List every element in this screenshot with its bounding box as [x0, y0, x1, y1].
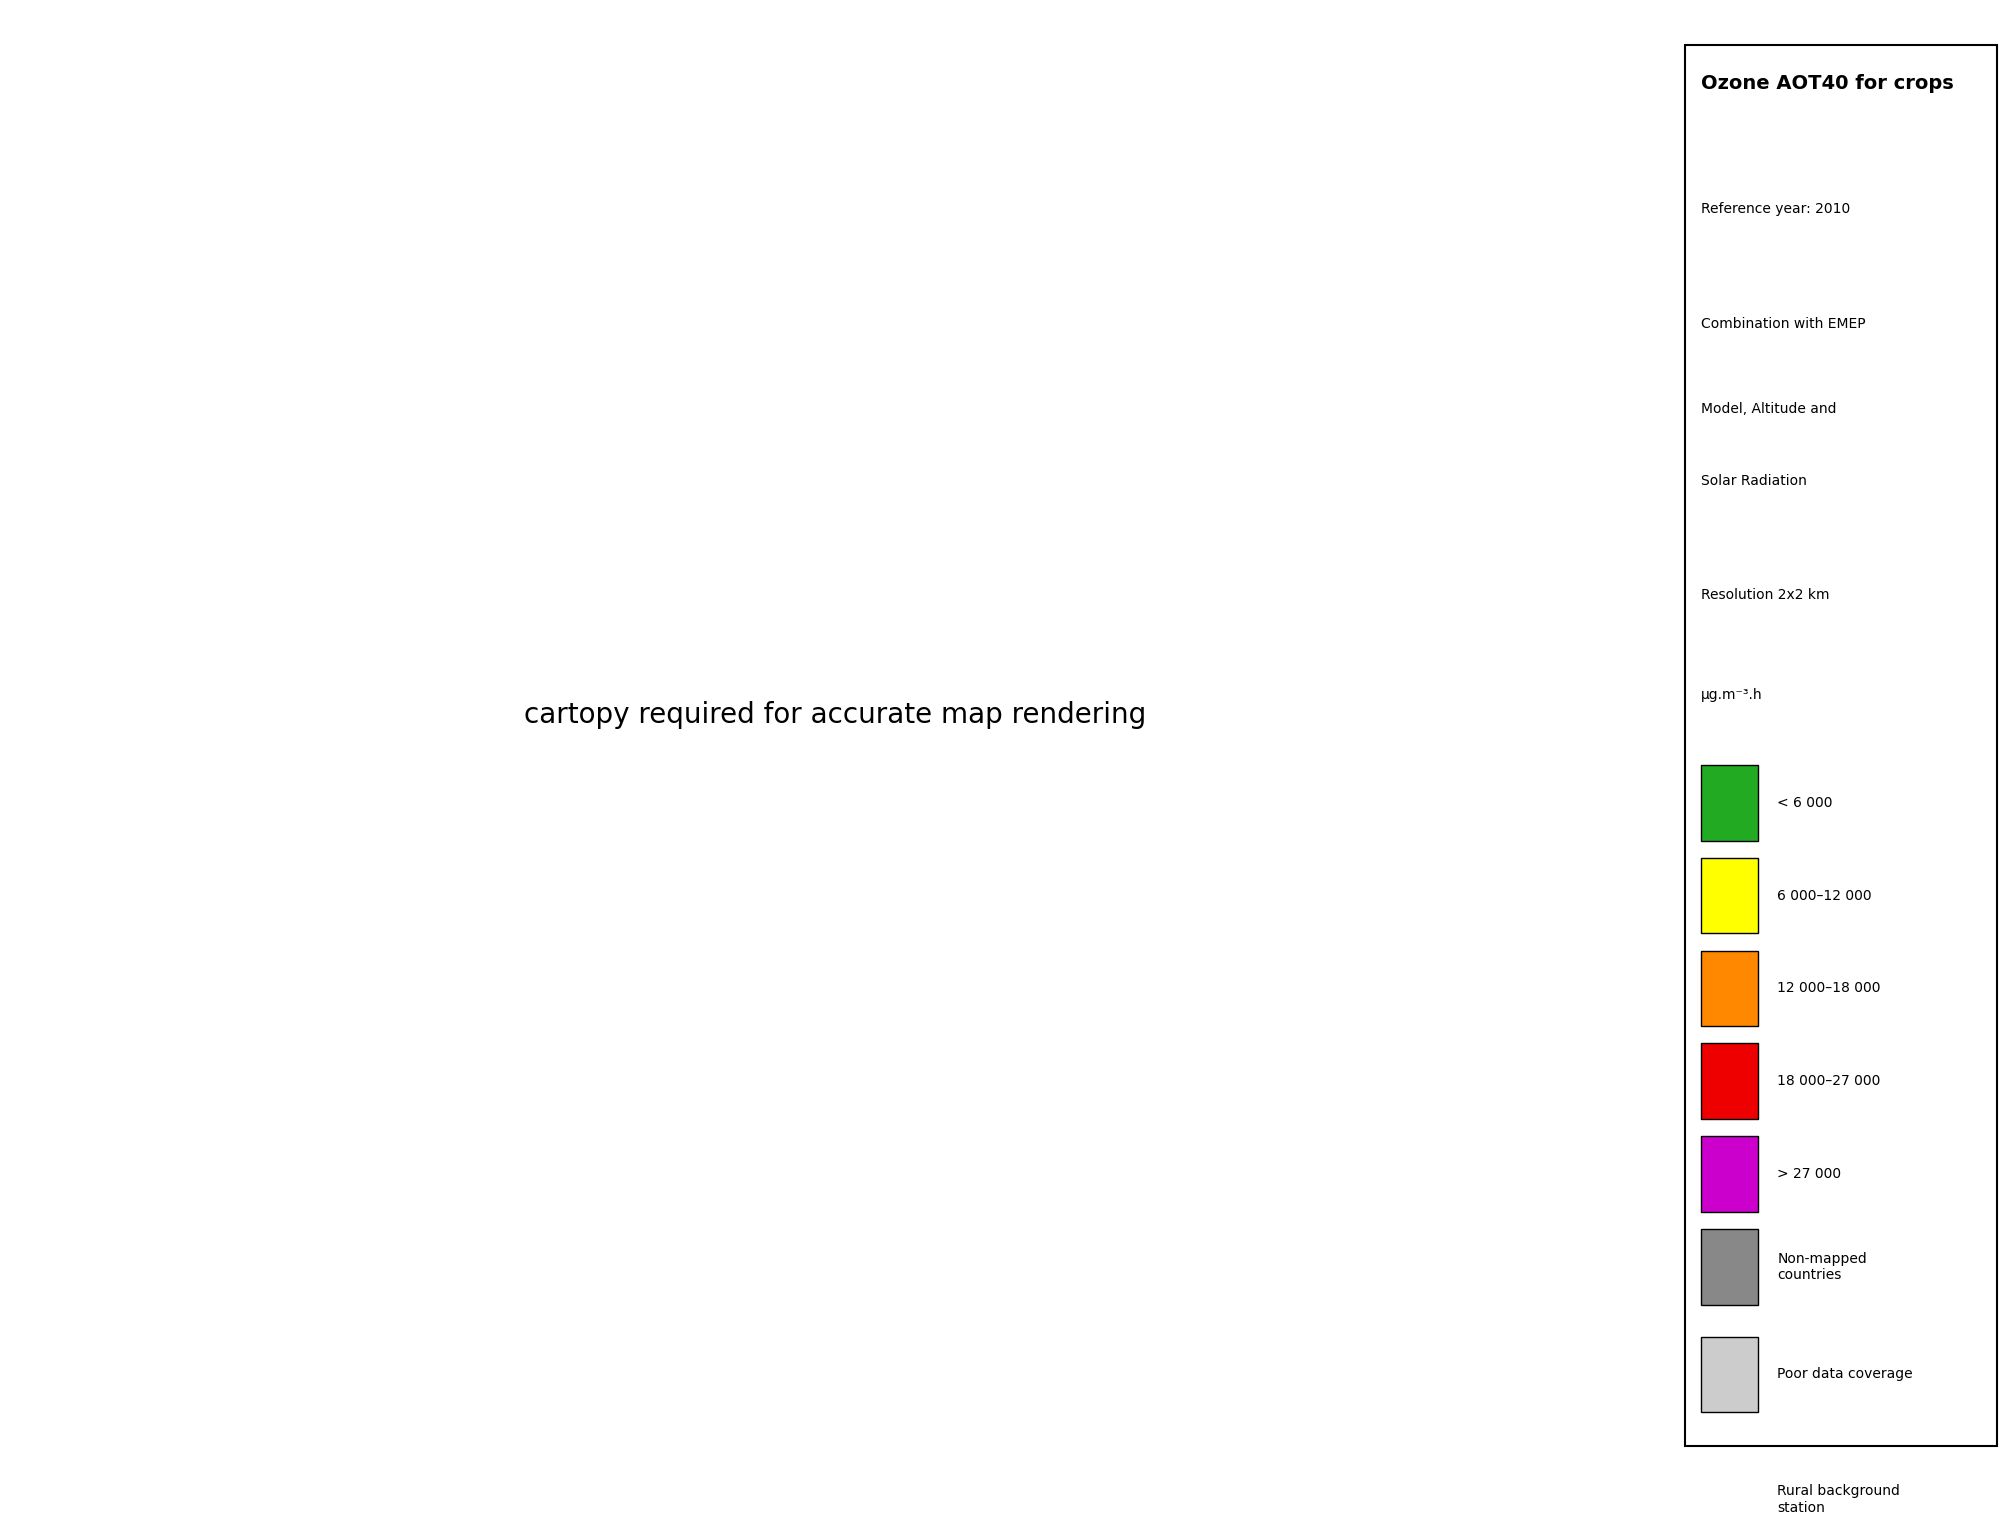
Text: Reference year: 2010: Reference year: 2010 — [1700, 203, 1851, 217]
Text: Combination with EMEP: Combination with EMEP — [1700, 317, 1865, 330]
Text: Resolution 2x2 km: Resolution 2x2 km — [1700, 589, 1829, 603]
Text: < 6 000: < 6 000 — [1777, 796, 1833, 810]
Text: Solar Radiation: Solar Radiation — [1700, 473, 1807, 487]
FancyBboxPatch shape — [1700, 765, 1758, 841]
Text: cartopy required for accurate map rendering: cartopy required for accurate map render… — [523, 701, 1147, 729]
FancyBboxPatch shape — [1700, 950, 1758, 1027]
Text: 18 000–27 000: 18 000–27 000 — [1777, 1074, 1881, 1088]
FancyBboxPatch shape — [1686, 45, 1996, 1446]
Text: μg.m⁻³.h: μg.m⁻³.h — [1700, 689, 1763, 702]
FancyBboxPatch shape — [1700, 1230, 1758, 1305]
Text: Model, Altitude and: Model, Altitude and — [1700, 403, 1837, 417]
FancyBboxPatch shape — [1700, 1136, 1758, 1213]
FancyBboxPatch shape — [1700, 858, 1758, 933]
Text: Poor data coverage: Poor data coverage — [1777, 1368, 1913, 1382]
Text: 6 000–12 000: 6 000–12 000 — [1777, 888, 1871, 902]
Text: Non-mapped
countries: Non-mapped countries — [1777, 1253, 1867, 1282]
Text: > 27 000: > 27 000 — [1777, 1167, 1841, 1182]
FancyBboxPatch shape — [1700, 1044, 1758, 1119]
Text: Ozone AOT40 for crops: Ozone AOT40 for crops — [1700, 74, 1954, 92]
Text: 12 000–18 000: 12 000–18 000 — [1777, 982, 1881, 996]
FancyBboxPatch shape — [1700, 1337, 1758, 1413]
Text: Rural background
station: Rural background station — [1777, 1485, 1899, 1514]
